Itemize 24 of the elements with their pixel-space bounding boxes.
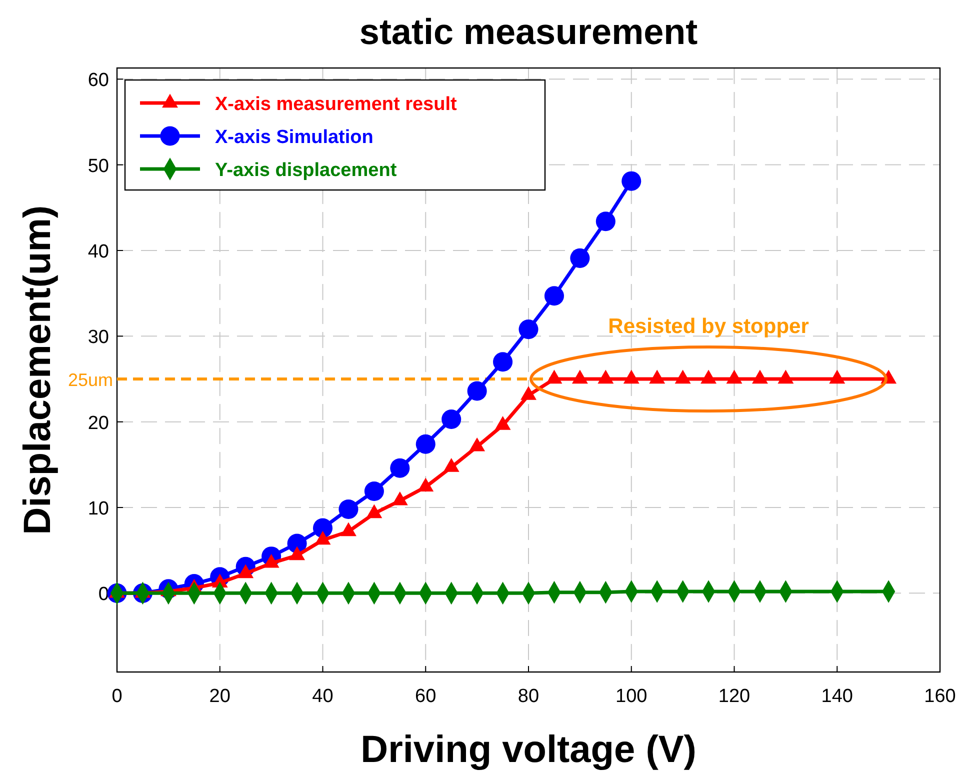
x-tick-label: 140 xyxy=(821,686,853,707)
y-tick-label: 60 xyxy=(88,70,109,92)
x-tick-label: 0 xyxy=(112,686,122,707)
y-tick-label: 10 xyxy=(88,498,109,520)
chart-title: static measurement xyxy=(359,11,698,52)
y-tick-label: 50 xyxy=(88,156,109,177)
x-tick-label: 40 xyxy=(312,686,334,707)
y-tick-label: 30 xyxy=(88,327,109,348)
legend-label: Y-axis displacement xyxy=(215,160,398,181)
legend-label: X-axis Simulation xyxy=(215,127,374,148)
x-tick-label: 100 xyxy=(616,686,648,707)
y-tick-label: 20 xyxy=(88,412,109,434)
legend-label: X-axis measurement result xyxy=(215,94,458,115)
ref-line-label: 25um xyxy=(68,370,113,390)
x-tick-label: 160 xyxy=(924,686,956,707)
x-tick-label: 20 xyxy=(209,686,230,707)
y-tick-label: 40 xyxy=(88,241,109,262)
x-axis-title: Driving voltage (V) xyxy=(360,729,696,771)
x-tick-label: 60 xyxy=(415,686,436,707)
x-tick-label: 120 xyxy=(718,686,750,707)
y-tick-label: 0 xyxy=(98,584,109,606)
y-axis-title: Displacement(um) xyxy=(17,205,59,535)
annotation: Resisted by stopper xyxy=(608,314,809,338)
x-tick-label: 80 xyxy=(518,686,540,707)
